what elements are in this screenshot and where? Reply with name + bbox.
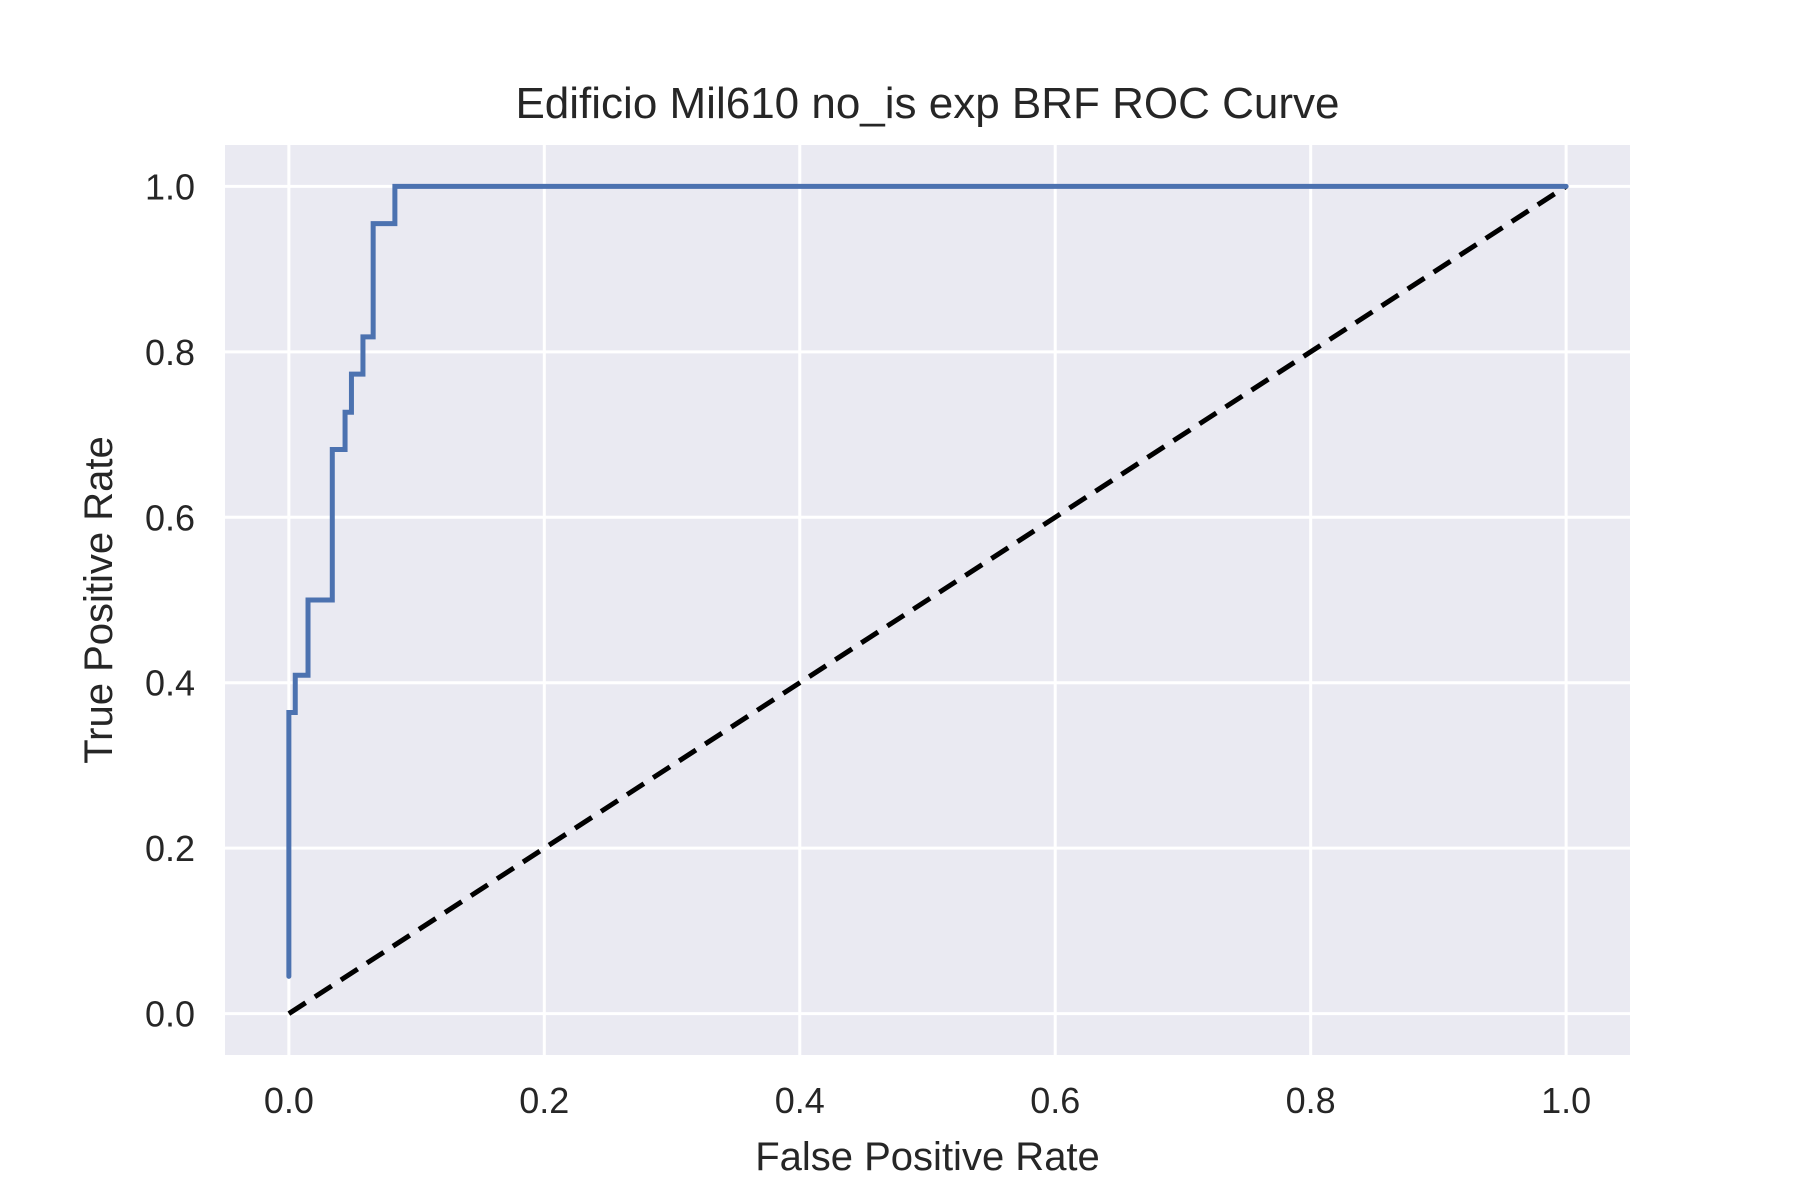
- x-tick-label: 1.0: [1541, 1080, 1591, 1121]
- y-tick-label: 0.8: [145, 332, 195, 373]
- y-tick-label: 0.4: [145, 663, 195, 704]
- roc-curve-line: [286, 183, 1569, 979]
- x-tick-label: 0.0: [264, 1080, 314, 1121]
- y-tick-label: 1.0: [145, 166, 195, 207]
- x-tick-label: 0.2: [519, 1080, 569, 1121]
- y-tick-label: 0.2: [145, 828, 195, 869]
- y-axis-label: True Positive Rate: [77, 436, 121, 764]
- x-tick-label: 0.4: [775, 1080, 825, 1121]
- x-tick-labels: 0.0 0.2 0.4 0.6 0.8 1.0: [264, 1080, 1591, 1121]
- x-tick-label: 0.6: [1030, 1080, 1080, 1121]
- chart-title: Edificio Mil610 no_is exp BRF ROC Curve: [515, 79, 1339, 128]
- x-gridlines: [287, 145, 1568, 1055]
- x-axis-label: False Positive Rate: [755, 1135, 1100, 1179]
- y-tick-label: 0.0: [145, 994, 195, 1035]
- y-tick-label: 0.6: [145, 497, 195, 538]
- y-tick-labels: 0.0 0.2 0.4 0.6 0.8 1.0: [145, 166, 195, 1034]
- baseline-dashed-line: [287, 184, 1568, 1016]
- series-layer: [286, 183, 1569, 1016]
- x-tick-label: 0.8: [1286, 1080, 1336, 1121]
